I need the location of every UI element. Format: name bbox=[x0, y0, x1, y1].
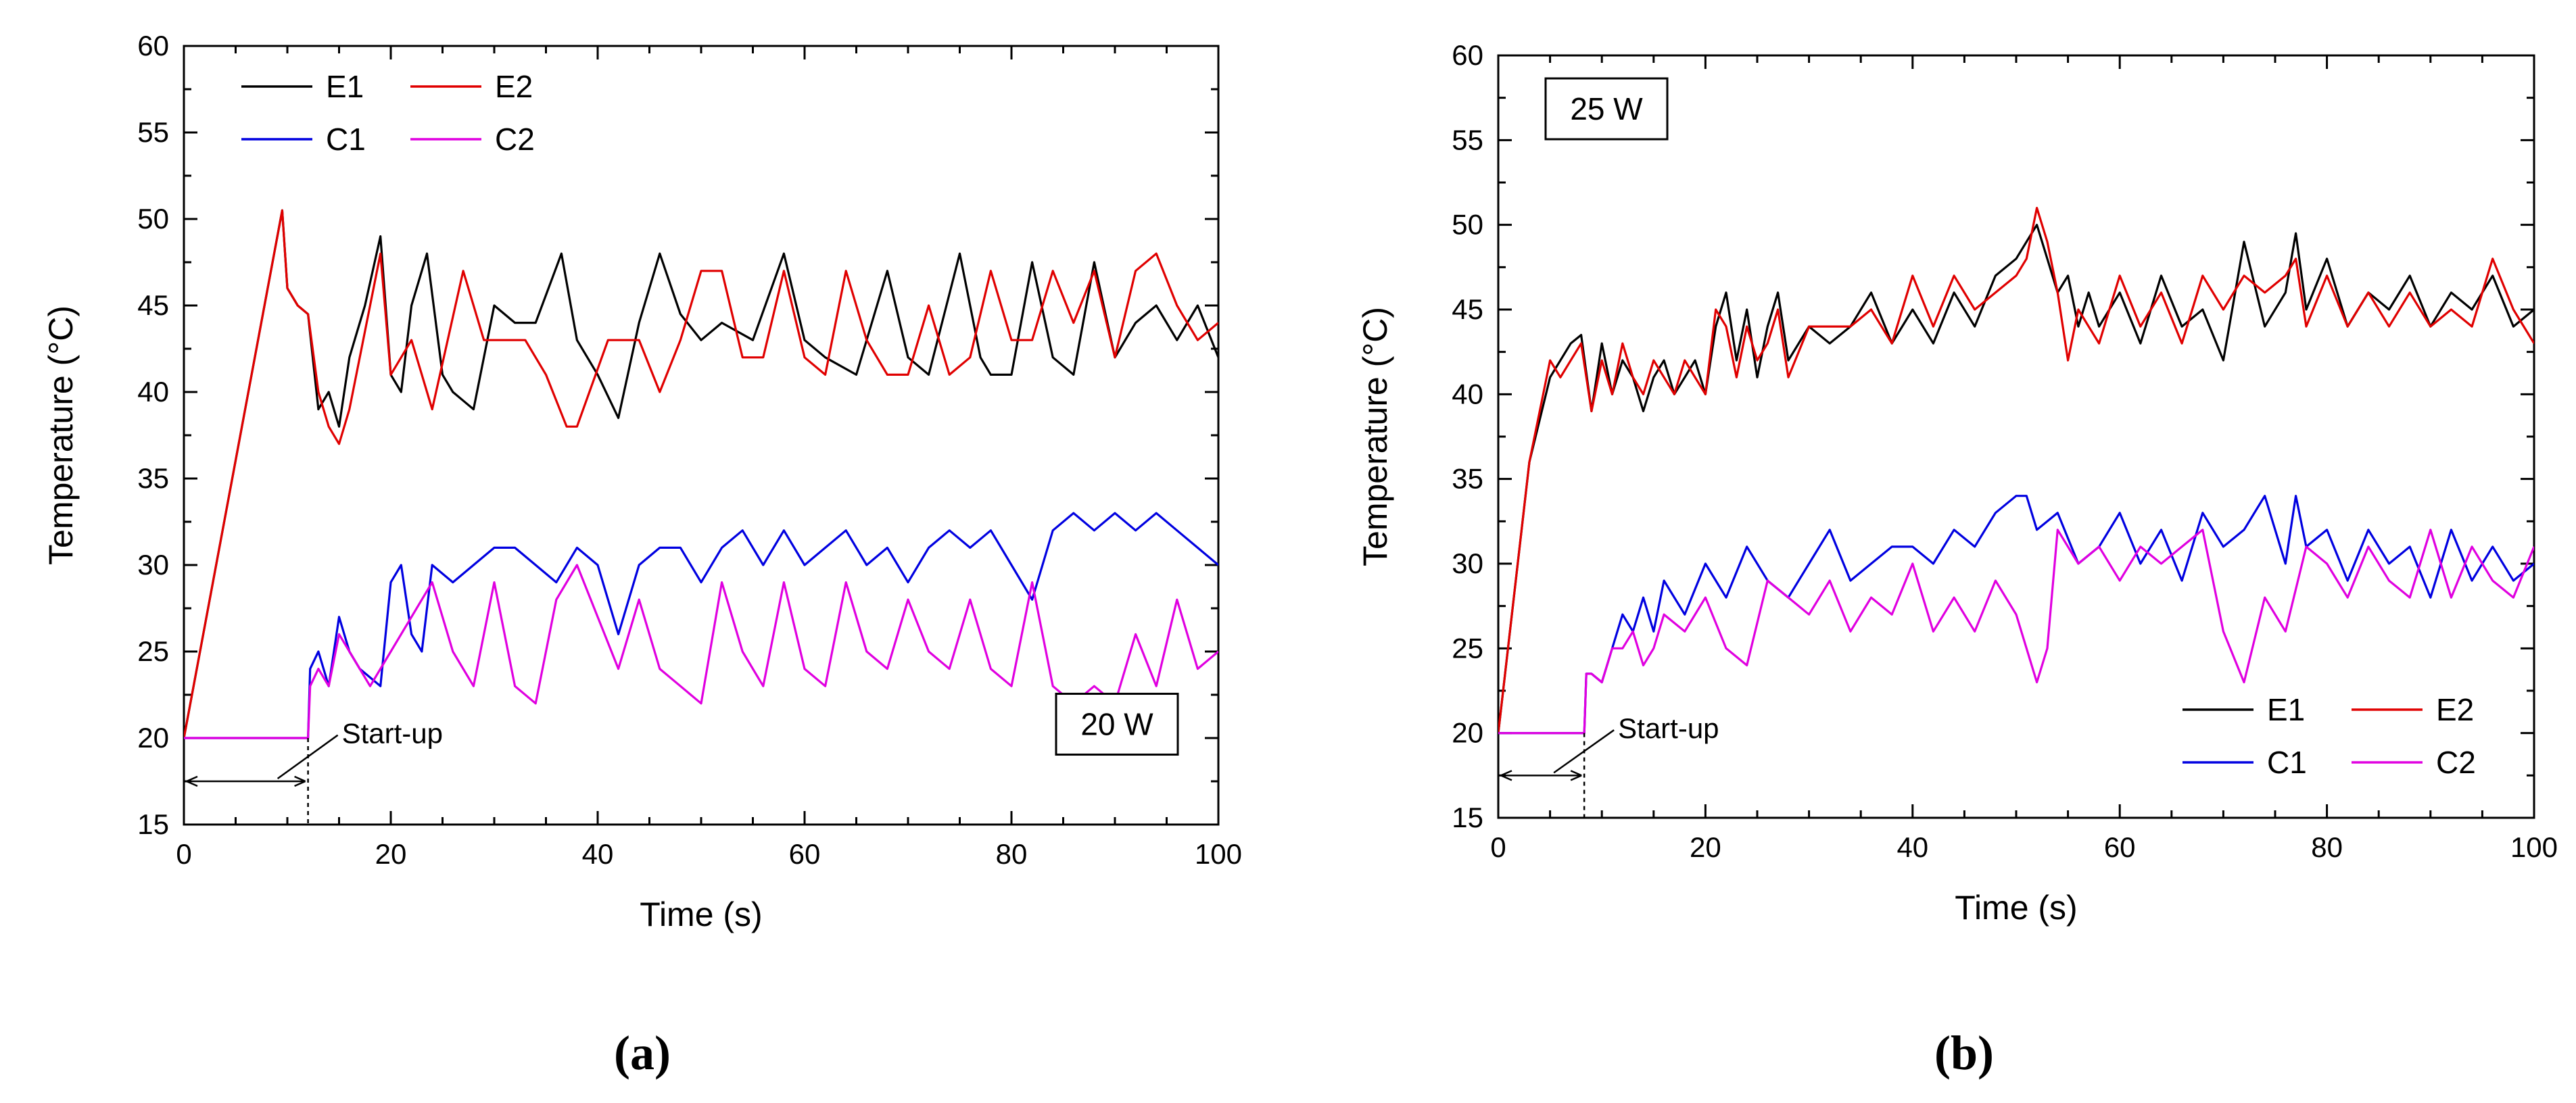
legend-label-e1: E1 bbox=[326, 69, 364, 104]
y-tick-label: 40 bbox=[137, 376, 169, 408]
y-tick-label: 35 bbox=[137, 462, 169, 494]
y-tick-label: 30 bbox=[137, 549, 169, 581]
x-tick-label: 40 bbox=[1897, 831, 1928, 863]
series-line-c2 bbox=[184, 564, 1218, 739]
legend-label-e1: E1 bbox=[2267, 692, 2305, 727]
chart-panel-b: 0 20 40 60 80 100 15 20 25 30 35 40 45 50 55 60 Time (s)… bbox=[1356, 39, 2558, 927]
x-tick-label: 100 bbox=[2510, 831, 2558, 863]
panel-label-b: (b) bbox=[1934, 1026, 1994, 1080]
y-tick-label: 25 bbox=[137, 635, 169, 667]
y-tick-label: 25 bbox=[1452, 632, 1483, 664]
startup-arrowhead-left bbox=[186, 775, 198, 787]
legend-label-c2: C2 bbox=[495, 122, 535, 157]
series-group bbox=[1498, 207, 2534, 735]
x-tick-label: 20 bbox=[375, 838, 407, 870]
series-group bbox=[184, 209, 1218, 739]
x-tick-label: 40 bbox=[582, 838, 614, 870]
y-tick-label: 60 bbox=[137, 30, 169, 62]
series-line-e2 bbox=[1498, 207, 2534, 733]
legend-label-e2: E2 bbox=[2436, 692, 2474, 727]
startup-leader-line bbox=[277, 734, 339, 780]
series-line-c2 bbox=[1498, 529, 2534, 735]
x-tick-label: 0 bbox=[1490, 831, 1506, 863]
plot-frame bbox=[1497, 54, 2535, 819]
y-tick-label: 45 bbox=[1452, 293, 1483, 325]
y-axis-label: Temperature (°C) bbox=[1356, 307, 1394, 566]
y-tick-label: 55 bbox=[1452, 124, 1483, 155]
y-tick-label: 55 bbox=[137, 116, 169, 148]
legend-label-c1: C1 bbox=[326, 122, 366, 157]
startup-arrowhead-right bbox=[294, 775, 306, 787]
legend-label-e2: E2 bbox=[495, 69, 533, 104]
startup-leader-line bbox=[1553, 729, 1615, 774]
x-tick-label: 80 bbox=[2311, 831, 2343, 863]
x-tick-label: 20 bbox=[1690, 831, 1721, 863]
power-annotation-box bbox=[1055, 693, 1179, 756]
startup-label: Start-up bbox=[342, 718, 443, 750]
x-axis-label: Time (s) bbox=[640, 896, 762, 933]
x-tick-label: 80 bbox=[996, 838, 1028, 870]
series-line-c1 bbox=[1498, 495, 2534, 735]
chart-panel-a: 0 20 40 60 80 100 15 20 25 30 35 40 45 50 55 60 Time (s)… bbox=[42, 30, 1242, 933]
y-axis-label: Temperature (°C) bbox=[42, 305, 80, 565]
startup-arrowhead-right bbox=[1570, 770, 1582, 781]
startup-label: Start-up bbox=[1618, 712, 1719, 744]
x-tick-label: 60 bbox=[2104, 831, 2136, 863]
series-line-e2 bbox=[184, 209, 1218, 739]
y-tick-label: 60 bbox=[1452, 39, 1483, 71]
x-tick-label: 100 bbox=[1195, 838, 1242, 870]
series-line-e1 bbox=[1498, 224, 2534, 733]
y-tick-label: 40 bbox=[1452, 378, 1483, 410]
y-tick-label: 50 bbox=[137, 203, 169, 235]
power-annotation-label: 25 W bbox=[1570, 91, 1643, 126]
y-tick-label: 15 bbox=[1452, 802, 1483, 833]
startup-arrowhead-left bbox=[1500, 770, 1512, 781]
y-tick-label: 30 bbox=[1452, 547, 1483, 579]
series-line-e1 bbox=[184, 209, 1218, 739]
y-tick-label: 15 bbox=[137, 808, 169, 840]
power-annotation-label: 20 W bbox=[1080, 707, 1153, 742]
x-axis-label: Time (s) bbox=[1955, 889, 2077, 927]
legend-label-c1: C1 bbox=[2267, 745, 2307, 780]
y-tick-label: 20 bbox=[1452, 717, 1483, 749]
y-tick-label: 50 bbox=[1452, 209, 1483, 241]
x-tick-label: 60 bbox=[789, 838, 821, 870]
series-line-c1 bbox=[184, 512, 1218, 739]
y-tick-label: 45 bbox=[137, 289, 169, 321]
power-annotation-box bbox=[1544, 77, 1669, 141]
panel-label-a: (a) bbox=[614, 1026, 671, 1080]
y-tick-label: 35 bbox=[1452, 463, 1483, 495]
x-tick-label: 0 bbox=[176, 838, 191, 870]
legend-label-c2: C2 bbox=[2436, 745, 2476, 780]
y-tick-label: 20 bbox=[137, 722, 169, 754]
